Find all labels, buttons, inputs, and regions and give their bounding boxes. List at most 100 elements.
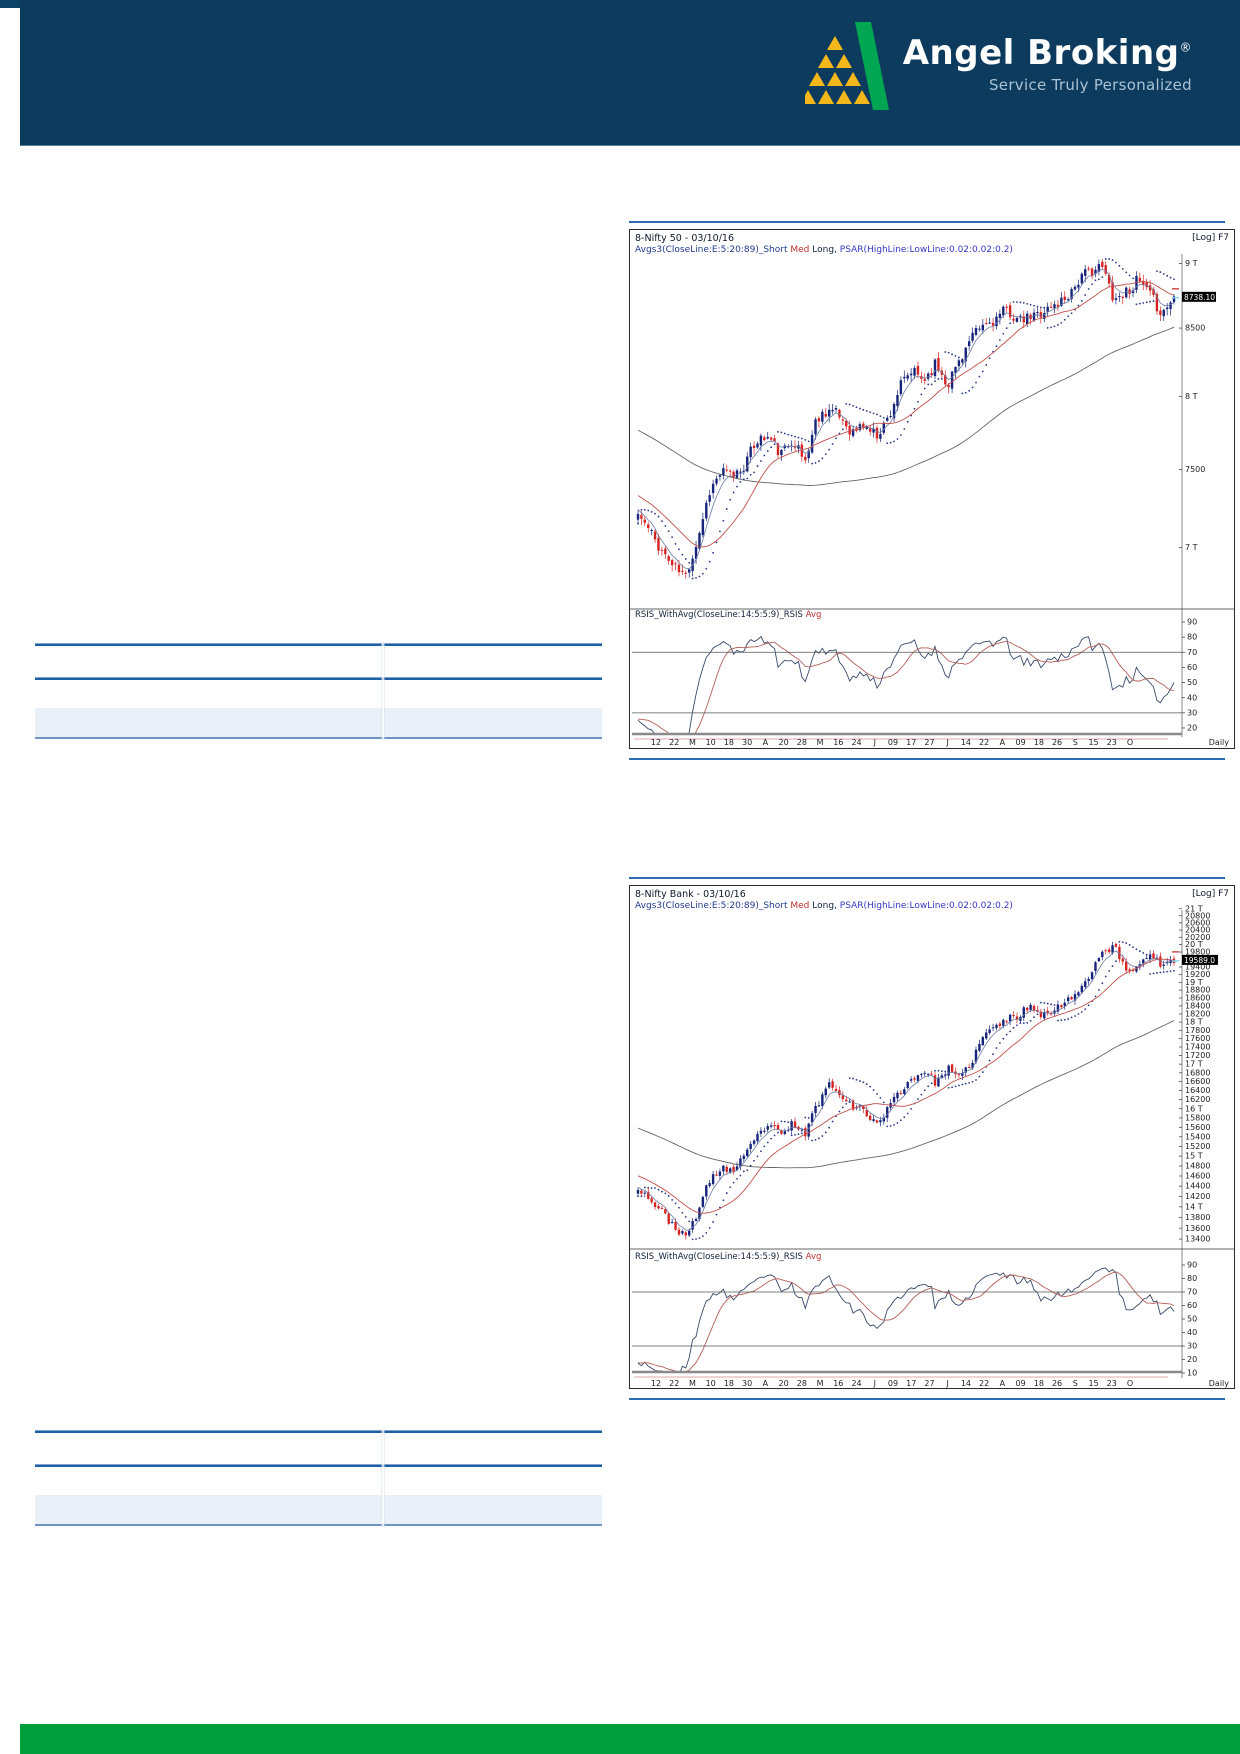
rsi-label: RSIS_WithAvg(CloseLine:14:5:5:9)_RSIS [635,610,803,620]
legend-med: Med [790,245,810,255]
table-row-shaded [35,1495,602,1526]
legend-avgs: Avgs3(CloseLine:E:5:20:89)_Short [635,901,788,911]
svg-text:26: 26 [1052,1379,1062,1388]
svg-text:70: 70 [1187,648,1197,657]
svg-text:20: 20 [1187,724,1197,733]
brand-text-block: Angel Broking® Service Truly Personalize… [903,22,1192,94]
svg-text:15400: 15400 [1185,1132,1210,1141]
svg-text:20200: 20200 [1185,933,1210,942]
svg-text:15: 15 [1088,738,1098,747]
legend-avgs: Avgs3(CloseLine:E:5:20:89)_Short [635,245,788,255]
svg-text:09: 09 [1016,1379,1026,1388]
svg-text:8 T: 8 T [1185,392,1198,401]
svg-text:20 T: 20 T [1185,940,1203,949]
svg-text:J: J [946,738,949,747]
svg-text:17: 17 [906,738,916,747]
svg-text:30: 30 [742,1379,752,1388]
table-column-divider [382,1430,384,1526]
svg-text:16600: 16600 [1185,1077,1210,1086]
svg-text:19400: 19400 [1185,963,1210,972]
svg-text:M: M [689,738,696,747]
svg-text:9 T: 9 T [1185,259,1198,268]
table-row [35,1467,602,1495]
svg-text:18200: 18200 [1185,1010,1210,1019]
svg-text:16800: 16800 [1185,1068,1210,1077]
nifty50-price-plot: 9 T 8500 8 T 7500 7 T 8738.10 90 80 70 60 50 40 30 20… [630,254,1234,747]
svg-text:23: 23 [1107,738,1117,747]
svg-text:14800: 14800 [1185,1162,1210,1171]
svg-text:28: 28 [797,738,807,747]
svg-text:28: 28 [797,1379,807,1388]
svg-text:09: 09 [1016,738,1026,747]
svg-text:A: A [763,1379,769,1388]
separator-rule [629,877,1225,879]
svg-text:M: M [689,1379,696,1388]
svg-text:18800: 18800 [1185,986,1210,995]
svg-text:19200: 19200 [1185,970,1210,979]
svg-text:15600: 15600 [1185,1123,1210,1132]
summary-table-1 [35,643,602,739]
table-rule [35,1464,602,1467]
registered-mark: ® [1179,40,1192,55]
svg-text:J: J [946,1379,949,1388]
svg-text:8500: 8500 [1185,324,1205,333]
scale-mode-label: [Log] F7 [1192,233,1229,243]
svg-text:O: O [1127,738,1133,747]
svg-text:14 T: 14 T [1185,1202,1203,1211]
svg-text:15: 15 [1088,1379,1098,1388]
rsi-panel-label: RSIS_WithAvg(CloseLine:14:5:5:9)_RSIS Av… [635,610,821,620]
svg-text:13400: 13400 [1185,1235,1210,1244]
svg-text:18: 18 [724,1379,734,1388]
svg-text:22: 22 [669,738,679,747]
svg-text:18: 18 [724,738,734,747]
svg-text:12: 12 [651,738,661,747]
footer-bar [20,1724,1240,1754]
svg-text:14: 14 [961,1379,971,1388]
svg-text:80: 80 [1187,1274,1197,1283]
chart-title: 8-Nifty Bank - 03/10/16 [635,889,746,900]
brand-name-text: Angel Broking [902,33,1180,73]
svg-text:22: 22 [979,1379,989,1388]
svg-text:15 T: 15 T [1185,1152,1203,1161]
svg-text:18: 18 [1034,1379,1044,1388]
svg-text:60: 60 [1187,1301,1197,1310]
svg-text:17400: 17400 [1185,1043,1210,1052]
svg-text:80: 80 [1187,633,1197,642]
nifty50-chart: 9 T 8500 8 T 7500 7 T 8738.10 90 80 70 60 50 40 30 20… [629,229,1235,749]
svg-text:26: 26 [1052,738,1062,747]
svg-text:16 T: 16 T [1185,1104,1203,1113]
svg-text:50: 50 [1187,1315,1197,1324]
svg-text:J: J [873,1379,876,1388]
svg-text:19 T: 19 T [1185,978,1203,987]
svg-text:10: 10 [706,738,716,747]
svg-text:J: J [873,738,876,747]
svg-text:O: O [1127,1379,1133,1388]
svg-text:20: 20 [779,738,789,747]
svg-text:09: 09 [888,1379,898,1388]
svg-text:18400: 18400 [1185,1002,1210,1011]
svg-text:40: 40 [1187,1328,1197,1337]
svg-text:7 T: 7 T [1185,543,1198,552]
svg-text:20: 20 [779,1379,789,1388]
table-rule [35,1430,602,1433]
svg-text:23: 23 [1107,1379,1117,1388]
rsi-panel-label: RSIS_WithAvg(CloseLine:14:5:5:9)_RSIS Av… [635,1252,821,1262]
svg-text:18 T: 18 T [1185,1018,1203,1027]
table-row [35,1433,602,1464]
svg-text:19589.0: 19589.0 [1184,956,1215,965]
table-row-shaded [35,708,602,739]
svg-text:S: S [1073,1379,1078,1388]
brand-tagline: Service Truly Personalized [988,76,1192,94]
svg-text:17 T: 17 T [1185,1060,1203,1069]
svg-text:24: 24 [851,738,861,747]
svg-text:12: 12 [651,1379,661,1388]
svg-text:16200: 16200 [1185,1095,1210,1104]
table-rule [35,643,602,646]
svg-text:10: 10 [706,1379,716,1388]
svg-text:20600: 20600 [1185,918,1210,927]
niftybank-chart: 21 T 20800 20600 20400 20200 20 T 19800 19400 19… [629,885,1235,1389]
table-row [35,680,602,708]
logo-pyramid-icon [804,22,889,110]
header-bar: Angel Broking® Service Truly Personalize… [20,0,1240,146]
svg-text:90: 90 [1187,1261,1197,1270]
